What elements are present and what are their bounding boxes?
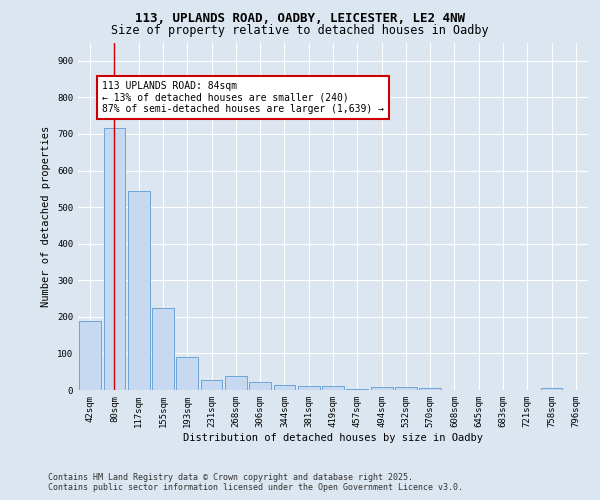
Bar <box>395 386 417 390</box>
Bar <box>298 386 320 390</box>
Bar <box>104 128 125 390</box>
X-axis label: Distribution of detached houses by size in Oadby: Distribution of detached houses by size … <box>183 432 483 442</box>
Bar <box>152 308 174 390</box>
Text: 113 UPLANDS ROAD: 84sqm
← 13% of detached houses are smaller (240)
87% of semi-d: 113 UPLANDS ROAD: 84sqm ← 13% of detache… <box>102 81 384 114</box>
Bar <box>225 376 247 390</box>
Bar <box>79 320 101 390</box>
Bar <box>419 388 441 390</box>
Text: Contains HM Land Registry data © Crown copyright and database right 2025.
Contai: Contains HM Land Registry data © Crown c… <box>48 473 463 492</box>
Bar <box>371 387 392 390</box>
Bar <box>541 388 562 390</box>
Text: 113, UPLANDS ROAD, OADBY, LEICESTER, LE2 4NW: 113, UPLANDS ROAD, OADBY, LEICESTER, LE2… <box>135 12 465 26</box>
Bar <box>176 357 198 390</box>
Bar <box>128 190 149 390</box>
Bar <box>200 380 223 390</box>
Bar <box>274 385 295 390</box>
Y-axis label: Number of detached properties: Number of detached properties <box>41 126 52 307</box>
Bar <box>249 382 271 390</box>
Bar <box>322 386 344 390</box>
Text: Size of property relative to detached houses in Oadby: Size of property relative to detached ho… <box>111 24 489 37</box>
